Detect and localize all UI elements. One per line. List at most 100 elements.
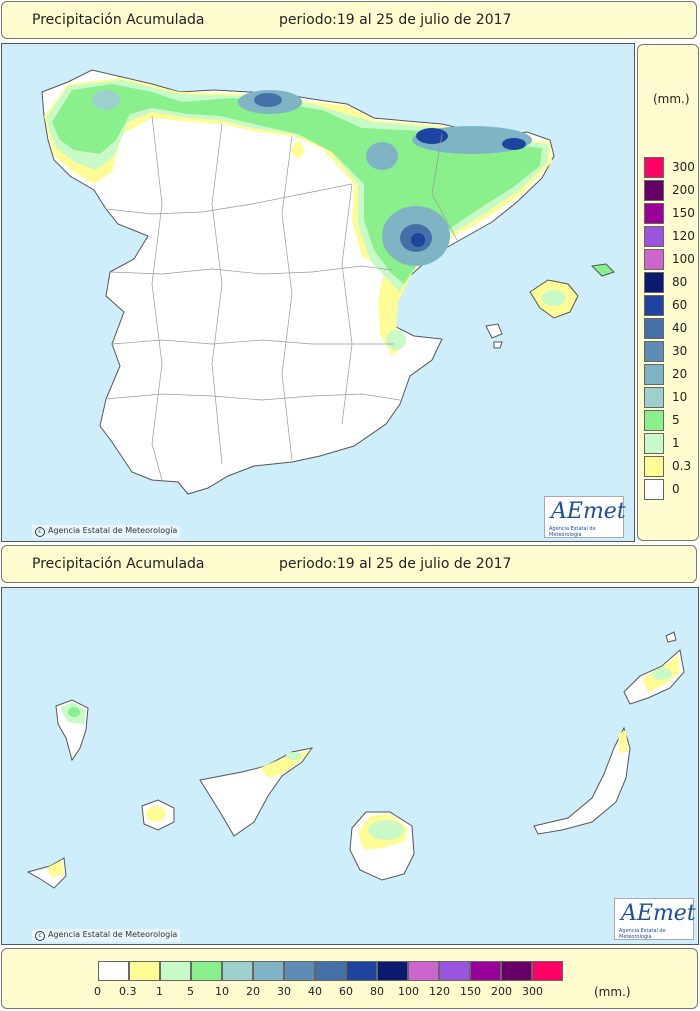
island-la-gomera-wet [146, 806, 166, 822]
bottom-aemet-logo: AEmet Agencia Estatal de Meteorología [614, 898, 696, 940]
horizontal-legend-label: 30 [277, 985, 291, 998]
vertical-legend-swatch [644, 157, 664, 178]
bottom-header: Precipitación Acumulada periodo:19 al 25… [1, 545, 697, 583]
vertical-legend-swatch [644, 226, 664, 247]
vertical-legend-label: 200 [672, 183, 695, 197]
copyright-icon: c [35, 527, 45, 537]
peninsula-map-canvas [41, 69, 615, 495]
precip-core-pyrenees-in [416, 128, 448, 144]
vertical-legend-swatch [644, 272, 664, 293]
vertical-legend-swatch [644, 249, 664, 270]
island-fuerteventura [533, 726, 631, 835]
island-formentera [493, 341, 503, 349]
island-gran-canaria-green [368, 820, 404, 840]
province-borders [105, 115, 458, 481]
vertical-legend-swatch [644, 433, 664, 454]
vertical-legend-swatch [644, 318, 664, 339]
vertical-legend-swatch [644, 364, 664, 385]
horizontal-legend-unit: (mm.) [594, 985, 631, 999]
bottom-credit: c Agencia Estatal de Meteorología [32, 929, 181, 942]
horizontal-legend-swatch [129, 961, 160, 981]
top-period: periodo:19 al 25 de julio de 2017 [279, 12, 512, 28]
canarias-map: c Agencia Estatal de Meteorología AEmet A… [1, 587, 699, 945]
island-tenerife-green [286, 752, 302, 760]
horizontal-legend: 0 0.3 1 5 10 20 30 40 60 80 100 120 150 200 300 (mm.) [1, 948, 698, 1009]
precip-core-ebro [366, 142, 398, 170]
horizontal-legend-swatch [408, 961, 439, 981]
top-title: Precipitación Acumulada [32, 12, 205, 28]
horizontal-legend-swatch [532, 961, 563, 981]
vertical-legend-swatch [644, 203, 664, 224]
vertical-legend-label: 150 [672, 206, 695, 220]
vertical-legend-swatch [644, 180, 664, 201]
vertical-legend-label: 100 [672, 252, 695, 266]
horizontal-legend-label: 0.3 [119, 985, 137, 998]
vertical-legend-swatch [644, 341, 664, 362]
canarias-map-canvas [26, 631, 685, 889]
horizontal-legend-swatch [439, 961, 470, 981]
horizontal-legend-swatch [222, 961, 253, 981]
vertical-legend-label: 0.3 [672, 459, 692, 473]
copyright-icon: c [35, 931, 45, 941]
vertical-legend-label: 120 [672, 229, 695, 243]
horizontal-legend-label: 100 [398, 985, 419, 998]
precip-core-galicia [92, 90, 120, 110]
vertical-legend-swatch [644, 410, 664, 431]
vertical-legend-swatch [644, 456, 664, 477]
horizontal-legend-swatch [160, 961, 191, 981]
bottom-title: Precipitación Acumulada [32, 556, 205, 572]
horizontal-legend-label: 10 [215, 985, 229, 998]
vertical-legend: (mm.) 0 0.3 1 5 10 20 30 40 60 80 100 120 150 200 300 [637, 44, 699, 541]
vertical-legend-label: 10 [672, 390, 688, 404]
vertical-legend-label: 30 [672, 344, 688, 358]
horizontal-legend-label: 200 [491, 985, 512, 998]
vertical-legend-label: 0 [672, 482, 680, 496]
peninsula-map: c Agencia Estatal de Meteorología AEmet A… [1, 43, 635, 542]
horizontal-legend-label: 300 [522, 985, 543, 998]
horizontal-legend-swatch [315, 961, 346, 981]
horizontal-legend-label: 20 [246, 985, 260, 998]
top-logo-sub: Agencia Estatal de Meteorología [549, 526, 596, 538]
horizontal-legend-label: 0 [94, 985, 101, 998]
horizontal-legend-swatch [191, 961, 222, 981]
island-mallorca-green [542, 290, 566, 306]
island-lanzarote-green [652, 668, 672, 680]
horizontal-legend-swatch [98, 961, 129, 981]
island-menorca [590, 263, 615, 277]
precip-spot-valencia [386, 330, 406, 350]
horizontal-legend-swatch [470, 961, 501, 981]
horizontal-legend-swatch [346, 961, 377, 981]
vertical-legend-label: 300 [672, 160, 695, 174]
island-el-hierro-wet [46, 860, 64, 878]
precip-core-iberico-max [411, 233, 425, 247]
top-aemet-logo: AEmet Agencia Estatal de Meteorología [544, 496, 626, 538]
vertical-legend-label: 5 [672, 413, 680, 427]
vertical-legend-label: 20 [672, 367, 688, 381]
top-header: Precipitación Acumulada periodo:19 al 25… [1, 1, 697, 39]
island-la-graciosa [665, 631, 677, 643]
horizontal-legend-swatch [284, 961, 315, 981]
vertical-legend-label: 1 [672, 436, 680, 450]
vertical-legend-label: 40 [672, 321, 688, 335]
top-logo-word: AEmet [551, 499, 626, 524]
bottom-period: periodo:19 al 25 de julio de 2017 [279, 556, 512, 572]
island-ibiza [485, 323, 503, 339]
vertical-legend-swatch [644, 387, 664, 408]
top-credit: c Agencia Estatal de Meteorología [32, 525, 181, 538]
horizontal-legend-label: 40 [308, 985, 322, 998]
horizontal-legend-label: 60 [339, 985, 353, 998]
horizontal-legend-label: 120 [429, 985, 450, 998]
bottom-logo-word: AEmet [621, 901, 696, 926]
horizontal-legend-label: 150 [460, 985, 481, 998]
horizontal-legend-swatch [253, 961, 284, 981]
precip-core-pyrenees-east [502, 138, 526, 150]
vertical-legend-label: 60 [672, 298, 688, 312]
horizontal-legend-label: 1 [156, 985, 163, 998]
vertical-legend-swatch [644, 479, 664, 500]
horizontal-legend-swatch [501, 961, 532, 981]
vertical-legend-unit: (mm.) [653, 92, 690, 106]
vertical-legend-swatch [644, 295, 664, 316]
bottom-logo-sub: Agencia Estatal de Meteorología [619, 928, 666, 940]
precip-core-cantabria-in [254, 93, 282, 107]
island-fuerteventura-wet [618, 730, 628, 754]
